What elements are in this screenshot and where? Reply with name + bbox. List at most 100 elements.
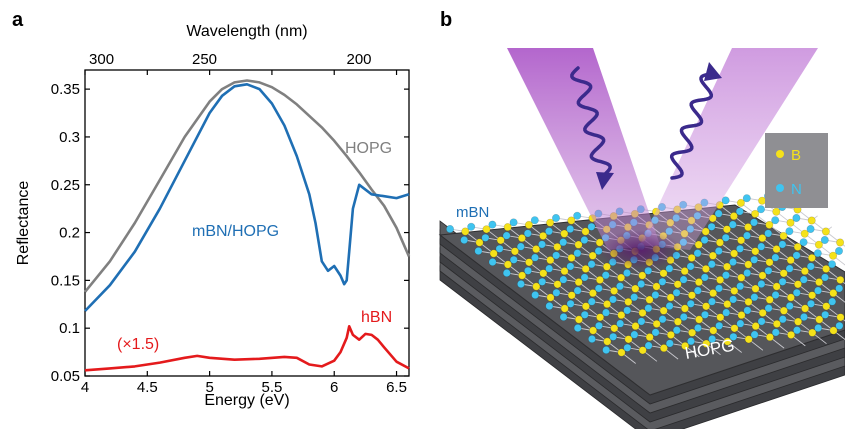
nitrogen-atom — [771, 328, 780, 337]
boron-atom — [496, 236, 505, 245]
nitrogen-atom — [523, 229, 532, 238]
boron-atom — [836, 313, 845, 322]
boron-atom — [701, 264, 710, 273]
boron-atom — [546, 218, 555, 227]
boron-atom — [638, 271, 647, 280]
boron-atom — [694, 278, 703, 287]
boron-atom — [510, 247, 519, 256]
nitrogen-atom — [573, 211, 582, 220]
nitrogen-atom — [707, 297, 716, 306]
boron-atom — [836, 238, 845, 247]
nitrogen-atom — [573, 286, 582, 295]
nitrogen-atom — [623, 343, 632, 352]
boron-atom — [524, 220, 533, 229]
hopg-layer-stack — [438, 204, 845, 429]
nitrogen-atom — [799, 275, 808, 284]
nitrogen-atom — [488, 220, 497, 229]
boron-atom — [461, 227, 470, 236]
boron-atom — [603, 337, 612, 346]
nitrogen-atom — [559, 312, 568, 321]
boron-atom — [737, 311, 746, 320]
nitrogen-atom — [743, 268, 752, 277]
nitrogen-atom — [764, 304, 773, 313]
boron-atom — [680, 304, 689, 313]
boron-atom — [702, 302, 711, 311]
boron-atom — [539, 269, 548, 278]
boron-atom — [822, 302, 831, 311]
nitrogen-atom — [693, 249, 702, 258]
boron-atom — [475, 238, 484, 247]
boron-atom — [794, 317, 803, 326]
nitrogen-atom — [835, 321, 844, 330]
nitrogen-atom — [587, 334, 596, 343]
boron-atom — [610, 286, 619, 295]
boron-atom — [730, 324, 739, 333]
nitrogen-atom — [835, 284, 844, 293]
boron-atom — [567, 216, 576, 225]
nitrogen-atom — [516, 279, 525, 288]
boron-atom — [503, 223, 512, 232]
boron-legend-dot — [776, 150, 784, 158]
boron-atom — [631, 284, 640, 293]
boron-atom — [574, 315, 583, 324]
boron-atom — [758, 308, 767, 317]
nitrogen-atom — [743, 306, 752, 315]
boron-atom — [638, 346, 647, 355]
top-tick-label: 250 — [192, 51, 217, 68]
nitrogen-atom — [616, 319, 625, 328]
nitrogen-atom — [495, 244, 504, 253]
nitrogen-atom — [509, 218, 518, 227]
nitrogen-atom — [679, 312, 688, 321]
nitrogen-atom — [828, 297, 837, 306]
boron-atom — [503, 260, 512, 269]
nitrogen-atom — [686, 262, 695, 271]
boron-atom — [744, 223, 753, 232]
boron-atom — [631, 322, 640, 331]
series-layer — [83, 79, 411, 372]
nitrogen-atom — [545, 301, 554, 310]
nitrogen-atom — [545, 264, 554, 273]
y-tick-label: 0.05 — [51, 368, 80, 385]
nitrogen-atom — [623, 306, 632, 315]
boron-atom — [772, 282, 781, 291]
boron-atom — [779, 306, 788, 315]
boron-atom — [765, 220, 774, 229]
panel-b-label: b — [440, 9, 452, 31]
nitrogen-atom — [531, 290, 540, 299]
series-line-hbn — [84, 325, 410, 372]
nitrogen-atom — [771, 290, 780, 299]
boron-atom — [716, 275, 725, 284]
nitrogen-atom — [445, 225, 454, 234]
nitrogen-atom — [792, 214, 801, 223]
boron-atom — [715, 238, 724, 247]
boron-atom — [666, 293, 675, 302]
boron-atom — [574, 278, 583, 287]
nitrogen-atom — [587, 222, 596, 231]
boron-atom — [659, 306, 668, 315]
boron-atom — [517, 234, 526, 243]
boron-atom — [800, 229, 809, 238]
nitrogen-atom — [658, 315, 667, 324]
nitrogen-atom — [820, 236, 829, 245]
nitrogen-atom — [509, 255, 518, 264]
nitrogen-atom — [778, 315, 787, 324]
nitrogen-atom — [742, 194, 751, 203]
boron-atom — [588, 289, 597, 298]
nitrogen-atom — [799, 238, 808, 247]
boron-atom — [553, 242, 562, 251]
nitrogen-atom — [665, 301, 674, 310]
boron-atom — [786, 256, 795, 265]
boron-atom — [553, 280, 562, 289]
boron-atom — [793, 280, 802, 289]
boron-atom — [638, 308, 647, 317]
boron-atom — [617, 273, 626, 282]
boron-atom — [723, 262, 732, 271]
y-axis: 0.05 0.1 0.15 0.2 0.25 0.3 0.35 — [51, 81, 409, 385]
nitrogen-atom — [735, 244, 744, 253]
nitrogen-atom — [750, 293, 759, 302]
boron-atom — [560, 229, 569, 238]
boron-atom — [807, 216, 816, 225]
plot-frame — [84, 69, 410, 377]
nitrogen-atom — [502, 231, 511, 240]
nitrogen-atom — [722, 308, 731, 317]
